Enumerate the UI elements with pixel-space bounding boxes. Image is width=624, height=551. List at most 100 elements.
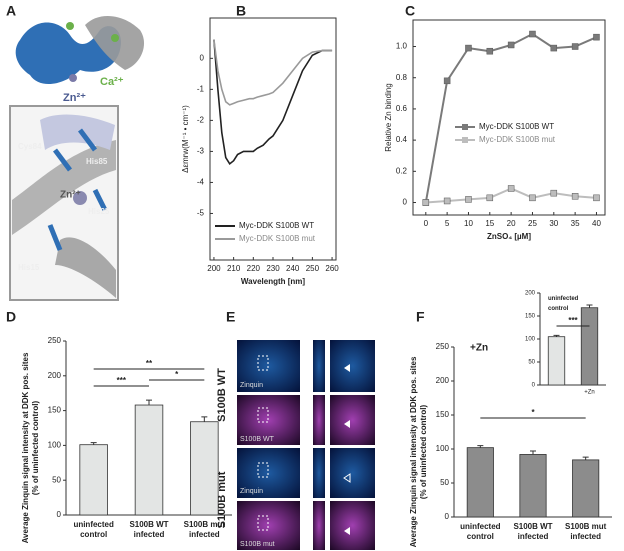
x-tick-label: +Zn [584,390,595,396]
y-tick-label: 200 [48,371,62,380]
marker [486,47,494,55]
y-tick-label: 0.6 [396,104,408,113]
marker [465,44,472,52]
error-bar [90,442,97,445]
marker [529,30,536,38]
x-tick-label: 210 [227,264,241,273]
marker [550,44,558,52]
y-axis-label: Δεmrw(M⁻¹ • cm⁻¹) [181,105,190,173]
series-line [213,39,333,165]
marker [550,189,558,197]
bar [572,459,600,518]
ion [66,22,74,30]
y-tick-label: 100 [436,444,450,453]
residue-label: His85 [86,157,108,166]
ion [69,74,77,82]
marker [593,33,600,41]
marker [529,194,536,202]
x-tick-label: 20 [507,219,516,228]
x-tick-label: 5 [445,219,450,228]
bar [134,404,164,516]
x-tick-label: S100B WT infected [513,522,552,541]
y-tick-label: 0 [57,510,62,519]
legend-label: Myc-DDK S100B WT [479,122,554,131]
significance-label: ** [146,359,153,368]
y-tick-label: 50 [528,360,535,366]
y-axis-label: Relative Zn binding [384,83,393,151]
marker [443,197,451,205]
micrograph [237,501,300,550]
micrographs [237,340,375,550]
x-tick-label: 250 [306,264,320,273]
micrograph [330,395,375,445]
channel-label: Zinquin [240,488,263,495]
significance-label: * [531,408,535,417]
y-tick-label: 150 [525,314,536,320]
structure-chain [85,15,145,70]
y-tick-label: 0.2 [396,166,408,175]
residue-label: Zn²⁺ [60,190,81,201]
zinc-ion [73,191,87,205]
y-axis-label: Average Zinquin signal intensity at DDK … [21,352,30,543]
x-tick-label: 0 [424,219,429,228]
y-tick-label: 250 [436,342,450,351]
bar [547,336,566,386]
x-tick-label: 200 [207,264,221,273]
chart: C 0 5 10 15 20 25 30 35 40 0 0.2 0.4 0.6 0.8 1.0 ZnSO₄ [… [384,3,606,241]
x-tick-label: uninfected control [73,520,114,539]
bar [580,307,599,386]
y-tick-label: -4 [197,178,205,187]
error-bar [201,416,208,422]
residue-label: Cys84 [18,142,42,151]
legend-label: Myc-DDK S100B mut [239,234,316,243]
row-label: S100B mut [216,471,228,528]
chart: F 0 50 100 150 200 250 uninfected control S100B W… [409,309,612,547]
marker [465,196,472,203]
y-tick-label: -3 [197,147,205,156]
x-tick-label: 30 [549,219,558,228]
channel-label: Zinquin [240,382,263,389]
x-tick-label: uninfected control [460,522,501,541]
bar [466,447,494,518]
micrograph [330,448,375,498]
roi [257,355,269,531]
error-bar [530,450,536,455]
micrograph [313,340,325,392]
row-label: S100B WT [216,368,228,422]
helix [12,140,116,235]
y-tick-label: 0 [403,198,408,207]
y-tick-label: 200 [436,376,450,385]
panel-letter: B [236,3,246,19]
y-axis-label: (% of uninfected control) [31,401,40,496]
side-chain [47,128,108,251]
micrograph [313,395,325,445]
helix [55,237,116,298]
error-bar [477,445,484,448]
y-tick-label: 50 [52,475,61,484]
marker [486,194,494,202]
label: Zn²⁺ [63,92,86,104]
x-tick-label: 260 [325,264,339,273]
residue-label: His15 [18,263,40,272]
residue-labels: Cys84 His85 Zn²⁺ His25 His15 [18,142,110,272]
y-tick-label: 150 [436,410,450,419]
label: Ca²⁺ [100,76,124,88]
panel-letter: D [6,309,16,325]
panel-a: A Zn²⁺ Ca²⁺ Cys84 His85 Zn²⁺ His25 His15 [6,3,145,301]
panel-letter: E [226,309,235,325]
note: +Zn [470,343,488,354]
bar [190,421,219,516]
y-tick-label: 150 [48,406,62,415]
x-axis-label: ZnSO₄ [µM] [487,232,531,241]
x-tick-label: 40 [592,219,601,228]
x-tick-label: 15 [485,219,494,228]
bar [79,444,108,516]
x-tick-label: 35 [571,219,580,228]
x-tick-label: S100B mut infected [565,522,607,541]
error-bar [146,399,152,406]
y-tick-label: -5 [197,209,205,218]
plot-frame [412,19,606,216]
x-tick-label: 25 [528,219,537,228]
